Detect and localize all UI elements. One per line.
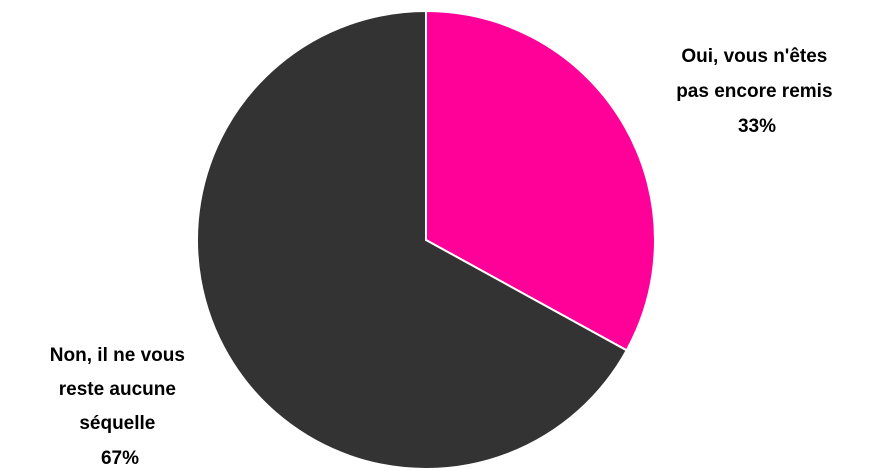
slice-label-oui: Oui, vous n'êtes pas encore remis 33% <box>676 46 838 137</box>
slice-label-oui-line-1: Oui, vous n'êtes <box>681 46 827 67</box>
slice-label-non-line-3: séquelle <box>79 413 155 434</box>
pie-slice-oui <box>425 9 656 352</box>
slice-label-non-line-1: Non, il ne vous <box>50 345 185 366</box>
slice-label-non-line-2: reste aucune <box>59 379 176 400</box>
pie-slice-non <box>196 9 629 470</box>
slice-label-non-percent: 67% <box>101 448 139 469</box>
slice-label-oui-percent: 33% <box>738 116 776 137</box>
slice-label-oui-line-2: pas encore remis <box>676 81 832 102</box>
slice-label-non: Non, il ne vous reste aucune séquelle 67… <box>50 345 190 469</box>
pie-slices <box>196 9 656 470</box>
